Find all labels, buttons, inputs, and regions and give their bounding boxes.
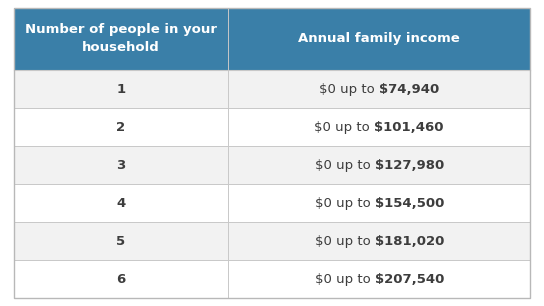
Bar xyxy=(14,108,530,146)
Text: 6: 6 xyxy=(116,273,126,286)
Text: $74,940: $74,940 xyxy=(379,83,440,96)
Bar xyxy=(14,260,530,298)
Text: 5: 5 xyxy=(116,235,126,248)
Text: $0 up to: $0 up to xyxy=(319,83,379,96)
Bar xyxy=(14,8,530,70)
Bar xyxy=(14,222,530,260)
Text: 4: 4 xyxy=(116,197,126,210)
Text: $127,980: $127,980 xyxy=(375,159,444,172)
Text: $0 up to: $0 up to xyxy=(314,159,375,172)
Text: 3: 3 xyxy=(116,159,126,172)
Text: 1: 1 xyxy=(116,83,126,96)
Text: $0 up to: $0 up to xyxy=(314,121,374,134)
Text: $0 up to: $0 up to xyxy=(314,197,375,210)
Text: Number of people in your
household: Number of people in your household xyxy=(25,23,217,54)
Bar xyxy=(14,184,530,222)
Bar xyxy=(14,70,530,108)
Text: 2: 2 xyxy=(116,121,126,134)
Text: $181,020: $181,020 xyxy=(375,235,444,248)
Text: $154,500: $154,500 xyxy=(375,197,444,210)
Text: $0 up to: $0 up to xyxy=(314,235,375,248)
Text: Annual family income: Annual family income xyxy=(298,32,460,45)
Bar xyxy=(14,146,530,184)
Text: $101,460: $101,460 xyxy=(374,121,444,134)
Text: $207,540: $207,540 xyxy=(375,273,444,286)
Text: $0 up to: $0 up to xyxy=(314,273,375,286)
